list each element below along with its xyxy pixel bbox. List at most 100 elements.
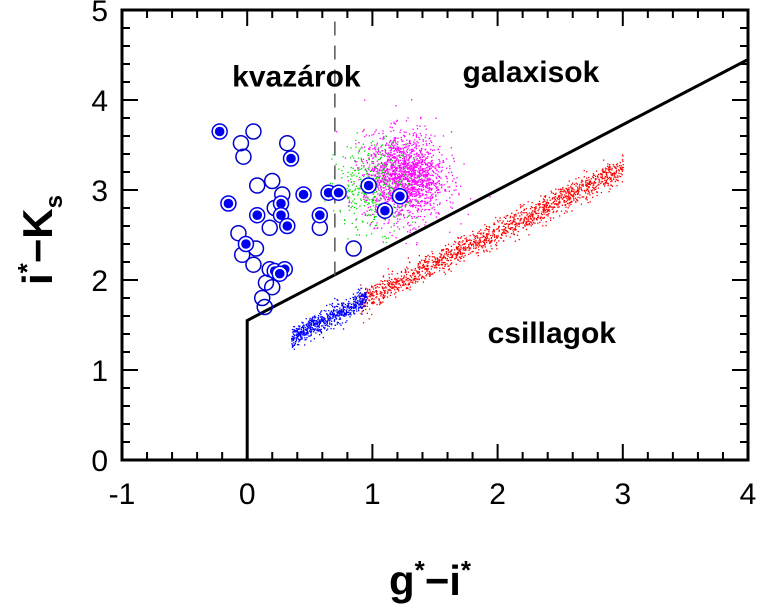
cloud-point <box>368 299 370 301</box>
cloud-point <box>497 235 499 237</box>
cloud-point <box>463 256 465 258</box>
cloud-point <box>307 321 309 323</box>
cloud-point <box>382 301 384 303</box>
cloud-point <box>529 223 531 226</box>
cloud-point <box>371 198 373 200</box>
cloud-point <box>409 184 412 186</box>
cloud-point <box>438 164 440 167</box>
cloud-point <box>375 203 377 205</box>
cloud-point <box>399 178 401 180</box>
cloud-point <box>317 328 319 330</box>
cloud-point <box>389 140 391 142</box>
cloud-point <box>427 197 430 199</box>
cloud-point <box>584 190 586 192</box>
cloud-point <box>386 179 388 181</box>
cloud-point <box>439 146 441 148</box>
cloud-point <box>435 265 437 267</box>
cloud-point <box>437 191 440 194</box>
cloud-point <box>419 138 421 141</box>
cloud-point <box>444 265 446 267</box>
cloud-point <box>354 298 356 300</box>
cloud-point <box>409 279 412 281</box>
cloud-point <box>439 267 441 269</box>
quasar-point-open <box>248 177 266 194</box>
cloud-point <box>333 313 335 315</box>
cloud-point <box>538 208 540 210</box>
cloud-point <box>455 263 457 265</box>
cloud-point <box>362 196 365 198</box>
cloud-point <box>475 247 477 249</box>
cloud-point <box>466 239 468 241</box>
cloud-point <box>570 185 572 187</box>
cloud-point <box>402 162 405 164</box>
cloud-point <box>380 186 383 188</box>
cloud-point <box>326 329 328 331</box>
cloud-point <box>369 225 371 227</box>
cloud-point <box>368 318 370 320</box>
cloud-point <box>406 200 408 202</box>
cloud-point <box>408 167 410 169</box>
cloud-point <box>592 174 595 177</box>
cloud-point <box>591 182 593 185</box>
cloud-point <box>385 163 387 166</box>
cloud-point <box>367 173 369 175</box>
cloud-point <box>350 314 352 316</box>
cloud-point <box>455 255 458 257</box>
cloud-point <box>413 170 415 172</box>
cloud-point <box>383 289 385 292</box>
cloud-point <box>410 194 412 197</box>
cloud-point <box>368 209 371 212</box>
cloud-point <box>453 160 455 162</box>
cloud-point <box>440 257 442 259</box>
cloud-point <box>409 281 412 283</box>
cloud-point <box>292 333 295 335</box>
cloud-point <box>617 165 619 168</box>
cloud-point <box>332 310 335 313</box>
cloud-point <box>383 196 385 198</box>
cloud-point <box>333 308 335 311</box>
cloud-point <box>426 169 428 171</box>
cloud-point <box>352 167 354 169</box>
cloud-point <box>404 171 407 173</box>
region-label-quasars: kvazárok <box>232 61 361 94</box>
cloud-point <box>353 299 355 301</box>
cloud-point <box>533 219 535 221</box>
cloud-point <box>609 188 611 190</box>
cloud-point <box>376 186 378 188</box>
cloud-point <box>339 209 341 212</box>
cloud-point <box>415 191 417 193</box>
cloud-point <box>397 287 399 289</box>
cloud-point <box>393 179 395 181</box>
cloud-point <box>391 284 393 286</box>
cloud-point <box>337 306 339 308</box>
cloud-point <box>314 317 316 319</box>
cloud-point <box>385 177 387 179</box>
cloud-point <box>359 289 361 291</box>
cloud-point <box>496 237 498 239</box>
cloud-point <box>334 310 336 312</box>
cloud-point <box>419 132 421 135</box>
cloud-point <box>463 243 465 245</box>
cloud-point <box>311 317 314 319</box>
cloud-point <box>382 283 384 285</box>
cloud-point <box>361 220 364 222</box>
cloud-point <box>417 202 419 204</box>
cloud-point <box>412 282 414 284</box>
cloud-point <box>412 278 414 280</box>
cloud-point <box>415 165 417 167</box>
cloud-point <box>613 176 615 178</box>
cloud-point <box>439 252 441 255</box>
cloud-point <box>525 212 528 214</box>
cloud-point <box>319 320 321 323</box>
cloud-point <box>415 206 417 209</box>
cloud-point <box>430 174 432 176</box>
cloud-point <box>412 181 414 183</box>
cloud-point <box>383 137 385 140</box>
cloud-point <box>611 173 613 175</box>
cloud-point <box>395 178 397 181</box>
cloud-point <box>446 181 448 183</box>
cloud-point <box>465 237 467 239</box>
cloud-point <box>438 264 440 266</box>
cloud-point <box>408 140 411 143</box>
cloud-point <box>410 149 412 151</box>
